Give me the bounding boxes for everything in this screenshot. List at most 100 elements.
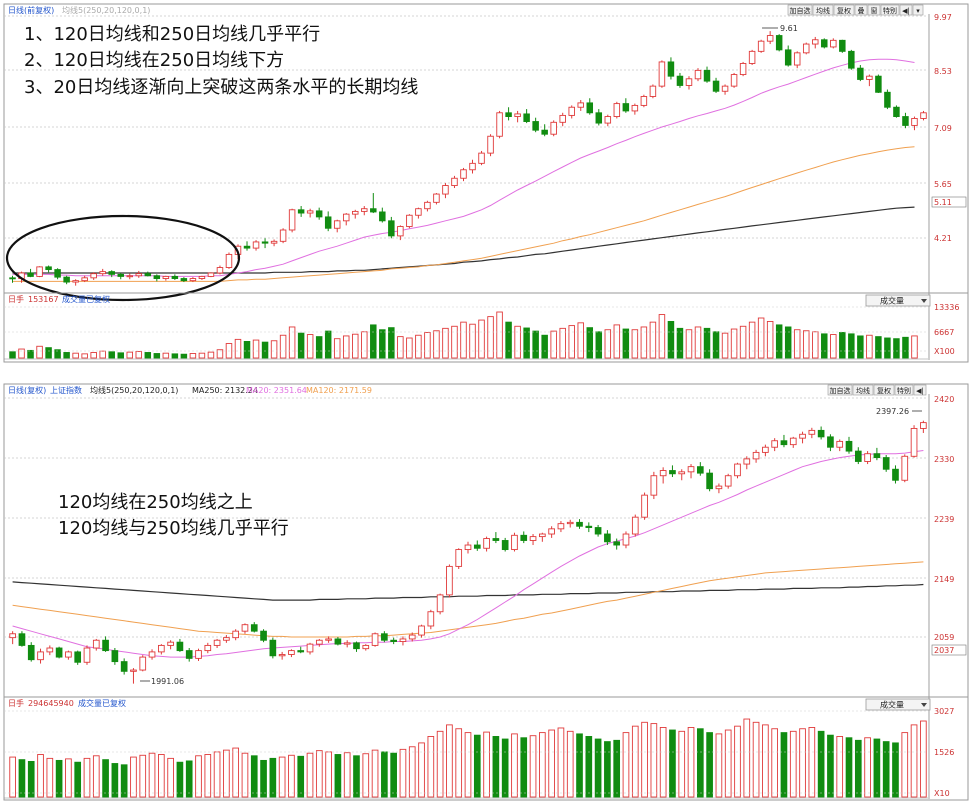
toolbar-button[interactable]	[812, 4, 834, 16]
top-high-label: 9.61	[780, 24, 798, 33]
toolbar-button[interactable]	[913, 384, 927, 396]
toolbar-button[interactable]	[894, 384, 914, 396]
candle-down	[74, 651, 82, 663]
candle-up	[836, 440, 844, 448]
volume-bar	[379, 329, 386, 359]
candle-up	[225, 253, 233, 268]
candle-up	[223, 637, 230, 641]
bottom-header-ma250: MA250: 2132.24	[192, 386, 258, 395]
toolbar-button[interactable]	[867, 4, 881, 16]
top-volume-value: 153167	[28, 295, 59, 304]
top-volume-selector-box[interactable]	[865, 294, 931, 307]
volume-tick-label: X100	[934, 347, 955, 356]
toolbar-button[interactable]	[873, 384, 895, 396]
top-header-main: 日线(前复权)	[8, 5, 54, 15]
volume-bar	[415, 334, 422, 359]
ma250-line	[12, 206, 915, 274]
toolbar-button-label[interactable]: 窗	[871, 6, 878, 15]
candle-down	[334, 638, 342, 645]
candle-up	[427, 611, 435, 627]
toolbar-button[interactable]	[854, 4, 868, 16]
volume-bar	[243, 340, 251, 359]
candle-up	[418, 625, 425, 636]
toolbar-button[interactable]	[899, 4, 913, 16]
volume-bar	[180, 353, 188, 359]
candle-up	[641, 494, 648, 518]
candle-up	[464, 544, 472, 551]
candle-up	[352, 210, 359, 215]
candle-down	[9, 277, 16, 280]
candle-down	[523, 113, 530, 122]
volume-bar	[845, 737, 853, 798]
volume-bar	[381, 751, 388, 798]
toolbar-button[interactable]	[833, 4, 855, 16]
toolbar-button-label[interactable]: 均线	[856, 386, 870, 395]
toolbar-button[interactable]	[827, 384, 853, 396]
toolbar-button-label[interactable]: ◀|	[902, 7, 910, 15]
candle-up	[399, 638, 407, 642]
volume-bar	[278, 756, 286, 798]
toolbar-button[interactable]	[880, 4, 900, 16]
volume-bar	[724, 729, 732, 798]
volume-bar	[176, 761, 184, 798]
candle-up	[658, 61, 666, 87]
volume-bar	[830, 334, 837, 359]
top-high-marker: 9.61	[762, 24, 798, 33]
candle-up	[757, 40, 765, 52]
candle-up	[451, 177, 458, 186]
volume-bar	[712, 331, 720, 359]
bottom-volume-selector-label[interactable]: 成交量	[880, 700, 904, 710]
candle-up	[148, 651, 156, 658]
toolbar-button-label[interactable]: 加自选	[790, 6, 811, 15]
top-volume-selector[interactable]: 成交量	[865, 294, 931, 307]
top-volume-selector-label[interactable]: 成交量	[880, 296, 904, 306]
volume-bar	[442, 327, 449, 359]
top-toolbar: 加自选 均线 复权叠窗特别 ◀| ▾	[787, 4, 924, 16]
bottom-volume-selector[interactable]: 成交量	[865, 698, 931, 711]
bottom-header-main: 日线(复权)	[8, 385, 46, 395]
toolbar-button[interactable]	[787, 4, 813, 16]
volume-bar	[594, 738, 602, 798]
candle-up	[734, 463, 741, 477]
candle-down	[520, 534, 528, 541]
candle-up	[446, 565, 453, 596]
volume-bar	[130, 756, 137, 798]
volume-bar	[766, 320, 774, 359]
volume-bar	[9, 351, 16, 359]
candle-down	[63, 276, 70, 283]
candle-up	[539, 533, 546, 538]
candle-up	[613, 103, 621, 118]
candle-up	[65, 651, 72, 658]
candle-up	[901, 455, 909, 481]
volume-bar	[406, 337, 413, 359]
toolbar-button-label[interactable]: 复权	[837, 6, 851, 15]
candle-up	[433, 193, 440, 203]
bottom-volume-unit: 日手	[8, 698, 24, 708]
bottom-volume-selector-box[interactable]	[865, 698, 931, 711]
toolbar-button-label[interactable]: 加自选	[830, 386, 851, 395]
volume-tick-label: 1526	[934, 748, 954, 757]
toolbar-button-label[interactable]: 特别	[883, 6, 897, 15]
toolbar-button-label[interactable]: 叠	[858, 7, 865, 15]
candle-up	[911, 118, 918, 126]
toolbar-button-label[interactable]: 特别	[897, 386, 911, 395]
price-tick-label: 5.11	[934, 198, 952, 207]
toolbar-button-label[interactable]: ▾	[916, 7, 920, 15]
volume-bar	[390, 752, 397, 798]
ma20-line	[12, 450, 924, 658]
volume-bar	[541, 334, 548, 359]
candle-up	[162, 275, 170, 279]
volume-bar	[799, 728, 806, 798]
volume-bar	[757, 317, 765, 359]
candle-down	[120, 661, 128, 672]
price-tick-label: 2239	[934, 515, 954, 524]
toolbar-button[interactable]	[852, 384, 874, 396]
volume-bar	[36, 345, 43, 359]
toolbar-button-label[interactable]: ◀|	[916, 387, 924, 395]
toolbar-button-label[interactable]: 复权	[877, 386, 891, 395]
toolbar-button[interactable]	[912, 4, 924, 16]
bottom-volume-label: 成交量已复权	[78, 698, 126, 708]
volume-bar	[270, 340, 278, 359]
candle-up	[408, 634, 416, 640]
toolbar-button-label[interactable]: 均线	[816, 6, 830, 15]
